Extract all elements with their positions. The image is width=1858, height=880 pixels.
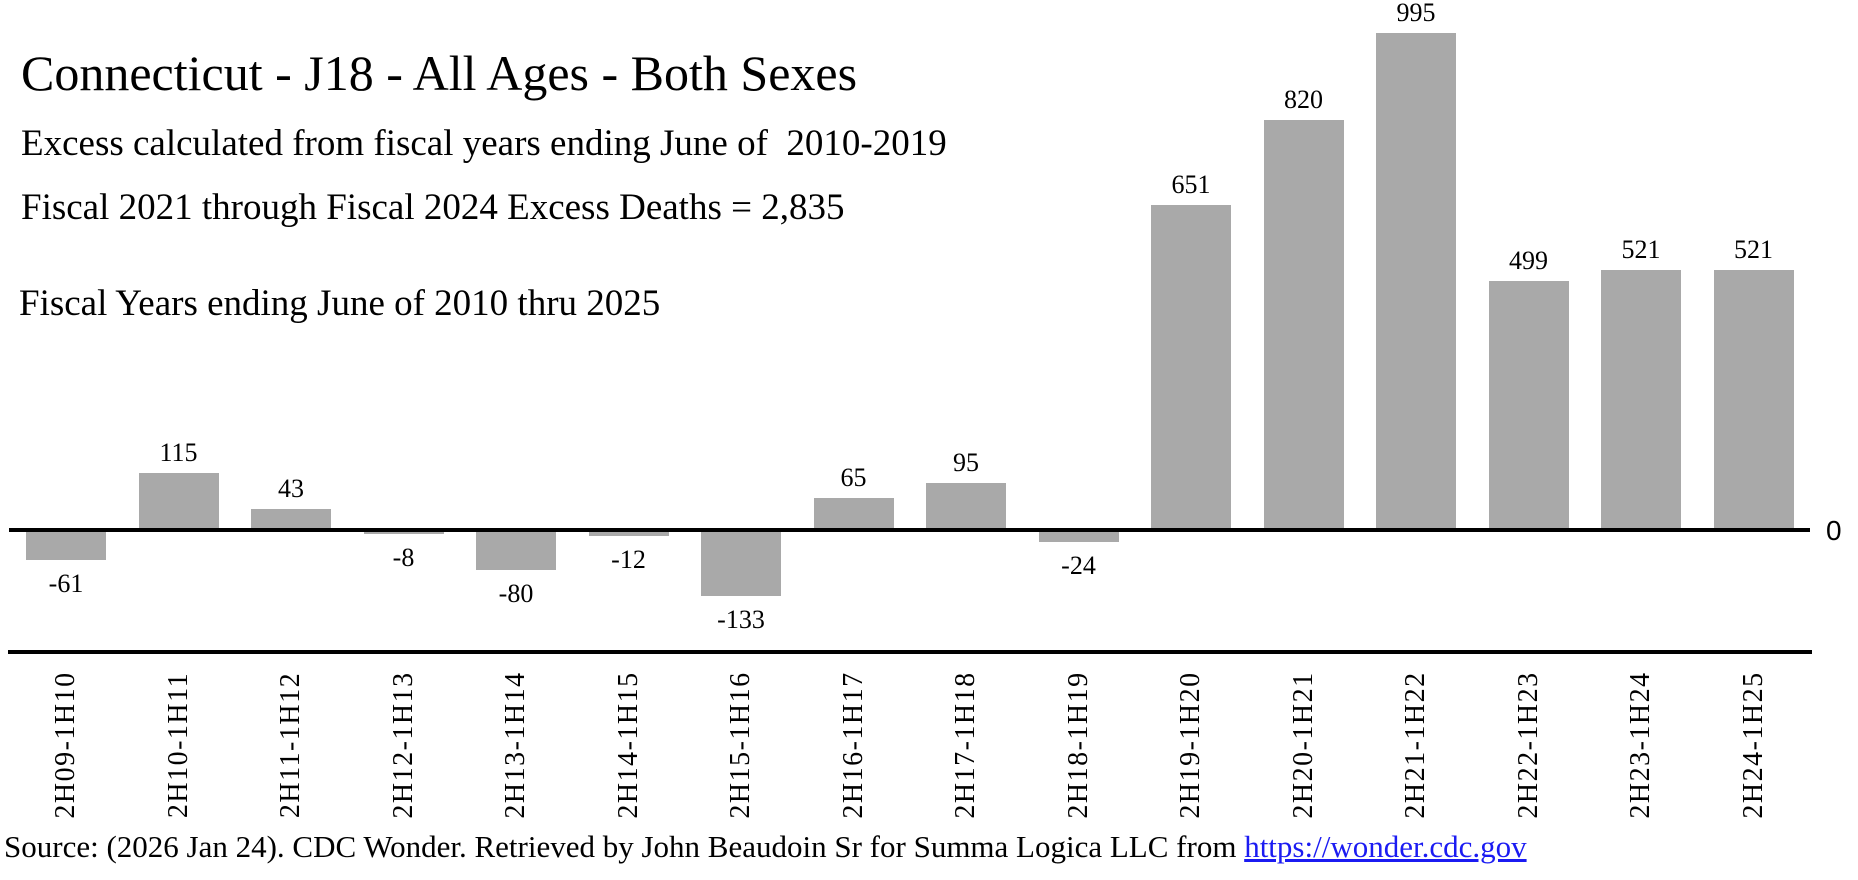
bar-value-label: 820	[1284, 85, 1323, 114]
bar-value-label: -8	[392, 543, 415, 572]
category-axis-line	[8, 650, 1812, 654]
bar-2H20-1H21	[1263, 120, 1344, 530]
bar-2H21-1H22	[1376, 33, 1456, 530]
category-label-2H13-1H14: 2H13-1H14	[500, 671, 531, 819]
bar-value-label: 115	[159, 438, 198, 467]
bar-2H18-1H19	[1038, 530, 1119, 542]
category-label-2H18-1H19: 2H18-1H19	[1062, 671, 1094, 819]
category-label-2H22-1H23: 2H22-1H23	[1512, 671, 1544, 819]
bar-value-label: -80	[498, 579, 534, 608]
category-label-2H12-1H13: 2H12-1H13	[387, 671, 419, 819]
category-label-2H15-1H16: 2H15-1H16	[725, 671, 756, 819]
source-link[interactable]: https://wonder.cdc.gov	[1244, 829, 1527, 864]
bar-2H13-1H14	[476, 530, 556, 570]
bar-value-label: -12	[611, 545, 646, 574]
bar-2H12-1H13	[363, 530, 444, 534]
chart-subtitle-baseline: Excess calculated from fiscal years endi…	[21, 123, 947, 164]
source-citation: Source: (2026 Jan 24). CDC Wonder. Retri…	[4, 829, 1527, 865]
category-label-2H24-1H25: 2H24-1H25	[1737, 671, 1769, 819]
bar-2H17-1H18	[926, 483, 1006, 530]
bar-2H23-1H24	[1601, 270, 1681, 530]
bar-value-label: -24	[1061, 551, 1096, 580]
category-label-2H16-1H17: 2H16-1H17	[837, 671, 869, 819]
bar-2H09-1H10	[26, 530, 106, 560]
bar-value-label: 65	[840, 463, 867, 492]
bar-value-label: 521	[1621, 235, 1661, 264]
source-citation-text: Source: (2026 Jan 24). CDC Wonder. Retri…	[4, 829, 1245, 864]
bar-2H15-1H16	[701, 530, 781, 596]
bar-value-label: -133	[717, 605, 765, 634]
category-label-2H11-1H12: 2H11-1H12	[275, 671, 306, 819]
category-label-2H21-1H22: 2H21-1H22	[1400, 671, 1431, 819]
category-label-2H19-1H20: 2H19-1H20	[1175, 671, 1206, 819]
bar-value-label: 499	[1509, 246, 1548, 275]
zero-axis-tick-label: 0	[1826, 515, 1842, 546]
zero-value-axis-line	[9, 528, 1810, 532]
bar-2H19-1H20	[1151, 205, 1231, 530]
category-label-2H09-1H10: 2H09-1H10	[50, 671, 81, 819]
category-label-2H14-1H15: 2H14-1H15	[612, 671, 644, 819]
category-label-2H10-1H11: 2H10-1H11	[162, 671, 194, 819]
bar-2H10-1H11	[138, 473, 219, 530]
bar-value-label: 651	[1171, 170, 1211, 199]
category-label-2H17-1H18: 2H17-1H18	[950, 671, 981, 819]
chart-subtitle-excess-total: Fiscal 2021 through Fiscal 2024 Excess D…	[21, 187, 845, 228]
chart-annotation-fiscal-years: Fiscal Years ending June of 2010 thru 20…	[19, 283, 661, 324]
bar-value-label: 95	[953, 448, 979, 477]
category-label-2H20-1H21: 2H20-1H21	[1287, 671, 1319, 819]
bar-2H14-1H15	[588, 530, 669, 536]
bar-value-label: -61	[48, 569, 84, 598]
bar-value-label: 43	[278, 474, 304, 503]
bar-value-label: 521	[1734, 235, 1773, 264]
bar-2H22-1H23	[1488, 281, 1569, 530]
bar-2H24-1H25	[1713, 270, 1794, 530]
bar-2H16-1H17	[813, 498, 894, 530]
category-label-2H23-1H24: 2H23-1H24	[1625, 671, 1656, 819]
bar-2H11-1H12	[251, 509, 331, 530]
chart-title: Connecticut - J18 - All Ages - Both Sexe…	[21, 45, 858, 101]
bar-value-label: 995	[1396, 0, 1436, 27]
